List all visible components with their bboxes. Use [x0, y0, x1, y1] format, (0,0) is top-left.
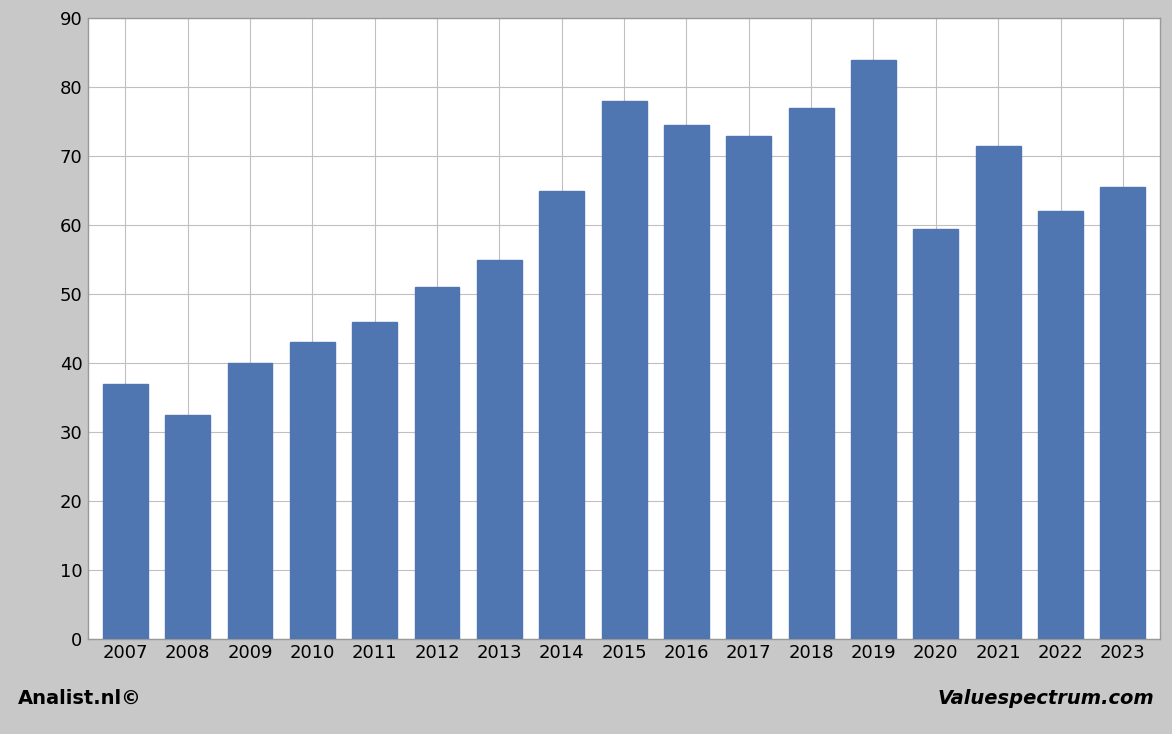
Bar [913, 228, 959, 639]
Bar [1038, 211, 1083, 639]
Text: Valuespectrum.com: Valuespectrum.com [938, 689, 1154, 708]
Bar [165, 415, 210, 639]
Bar [103, 384, 148, 639]
Text: Analist.nl©: Analist.nl© [18, 689, 142, 708]
Bar [539, 191, 584, 639]
Bar [601, 101, 647, 639]
Bar [976, 146, 1021, 639]
Bar [353, 321, 397, 639]
Bar [289, 342, 335, 639]
Bar [1101, 187, 1145, 639]
Bar [477, 260, 522, 639]
Bar [851, 59, 895, 639]
Bar [227, 363, 272, 639]
Bar [789, 108, 833, 639]
Bar [665, 126, 709, 639]
Bar [727, 136, 771, 639]
Bar [415, 287, 459, 639]
